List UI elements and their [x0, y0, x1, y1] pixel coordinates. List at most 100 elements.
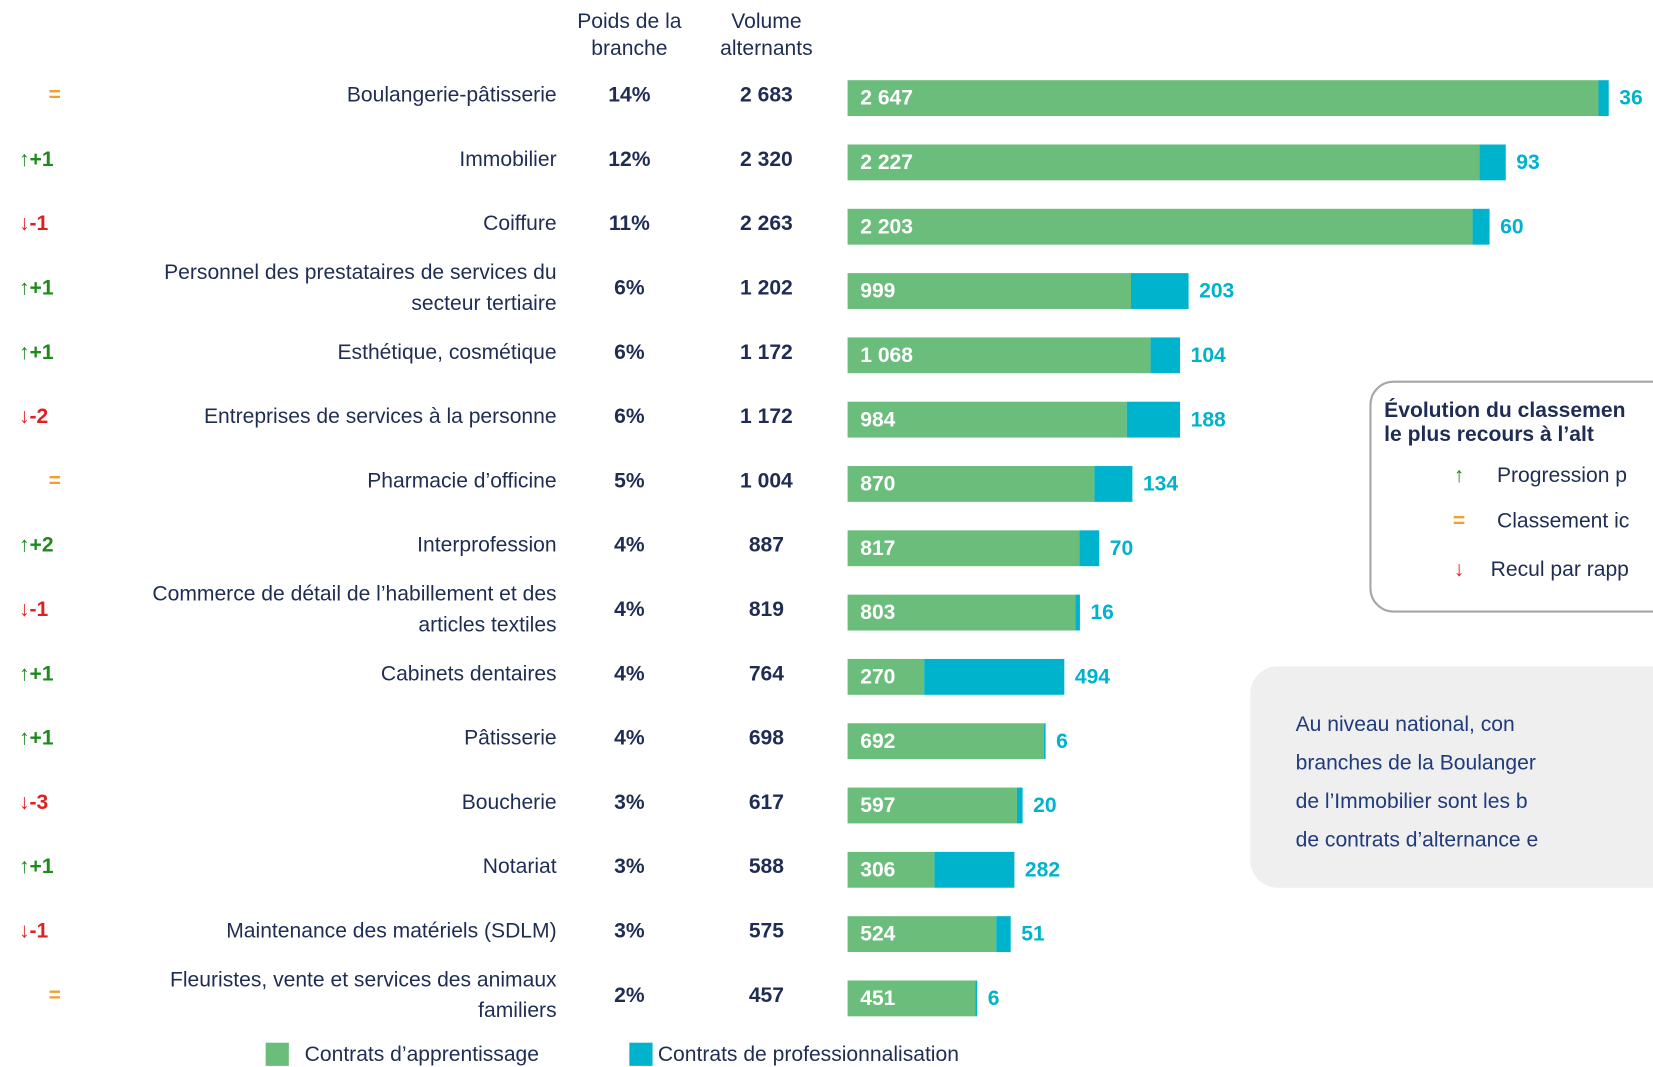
value-label: 817 — [860, 537, 895, 560]
category-label: Interprofession — [417, 534, 556, 557]
value-label: 999 — [860, 280, 895, 303]
weight: 12% — [608, 148, 650, 171]
column-header: alternants — [720, 37, 813, 60]
bar-segment — [1016, 787, 1023, 824]
value-label: 2 203 — [860, 215, 913, 238]
legend-swatch — [265, 1042, 289, 1066]
rank-change: = — [49, 984, 61, 1007]
category-label: secteur tertiaire — [411, 292, 556, 315]
rank-change: ↑+1 — [19, 662, 54, 685]
bar-segment — [1479, 144, 1506, 181]
legend-box-title: le plus recours à l’alt — [1384, 423, 1594, 446]
bar-segment — [1126, 401, 1181, 438]
bar-segment — [847, 273, 1131, 309]
legend-box-text: Classement ic — [1497, 509, 1629, 532]
rank-change: ↑+1 — [19, 727, 54, 750]
bar-segment — [847, 658, 925, 695]
note-text: Au niveau national, con — [1296, 713, 1515, 736]
value-label: 282 — [1025, 858, 1060, 881]
value-label: 51 — [1021, 923, 1045, 946]
column-header: branche — [591, 37, 667, 60]
bar-segment — [1598, 80, 1609, 117]
volume: 2 683 — [740, 84, 793, 107]
category-label: Maintenance des matériels (SDLM) — [226, 920, 556, 943]
value-label: 2 227 — [860, 151, 913, 174]
category-label: articles textiles — [418, 613, 556, 636]
rank-change: ↑+1 — [19, 341, 54, 364]
rank-change: ↓-1 — [19, 598, 49, 621]
bar-segment — [847, 80, 1599, 117]
column-header: Volume — [731, 10, 801, 33]
legend-box — [1369, 380, 1653, 613]
weight: 2% — [614, 984, 645, 1007]
volume: 1 172 — [740, 341, 793, 364]
note-box — [1250, 666, 1653, 888]
category-label: Fleuristes, vente et services des animau… — [170, 969, 557, 992]
column-header: Poids de la — [577, 10, 682, 33]
note-text: de l’Immobilier sont les b — [1296, 790, 1528, 813]
bar-segment — [1079, 530, 1100, 567]
rank-change: ↓-1 — [19, 212, 49, 235]
legend-box-text: Recul par rapp — [1491, 558, 1629, 581]
weight: 3% — [614, 791, 645, 814]
weight: 6% — [614, 341, 645, 364]
bar-segment — [847, 466, 1095, 502]
value-label: 306 — [860, 858, 895, 881]
rank-change: ↑+2 — [19, 534, 54, 557]
legend-box-text: Progression p — [1497, 464, 1627, 487]
value-label: 16 — [1090, 601, 1113, 624]
rank-change: ↓-3 — [19, 791, 48, 814]
bar-segment — [1043, 723, 1046, 760]
value-label: 203 — [1199, 280, 1234, 303]
category-label: Immobilier — [459, 148, 556, 171]
category-label: Entreprises de services à la personne — [204, 405, 557, 428]
volume: 2 263 — [740, 212, 793, 235]
value-label: 270 — [860, 665, 895, 688]
value-label: 134 — [1143, 473, 1178, 496]
bar-segment — [975, 980, 978, 1017]
rank-change: = — [49, 469, 61, 492]
volume: 617 — [749, 791, 784, 814]
bar-segment — [1130, 273, 1189, 309]
legend-swatch — [629, 1042, 653, 1066]
weight: 4% — [614, 598, 645, 621]
value-label: 93 — [1516, 151, 1539, 174]
category-label: Commerce de détail de l’habillement et d… — [152, 583, 556, 606]
category-label: Boulangerie-pâtisserie — [347, 84, 557, 107]
note-text: de contrats d’alternance e — [1296, 828, 1539, 851]
value-label: 2 647 — [860, 87, 913, 110]
value-label: 597 — [860, 794, 895, 817]
value-label: 494 — [1075, 665, 1110, 688]
volume: 1 172 — [740, 405, 793, 428]
bar-segment — [847, 208, 1473, 245]
volume: 457 — [749, 984, 784, 1007]
value-label: 524 — [860, 923, 895, 946]
category-label: Pharmacie d’officine — [367, 469, 556, 492]
weight: 5% — [614, 469, 645, 492]
value-label: 70 — [1110, 537, 1133, 560]
value-label: 6 — [1056, 730, 1068, 753]
category-label: Coiffure — [483, 212, 556, 235]
bar-segment — [847, 787, 1017, 824]
bar-segment — [847, 530, 1080, 567]
category-label: familiers — [478, 999, 556, 1022]
rank-change: ↑+1 — [19, 276, 54, 299]
category-label: Pâtisserie — [464, 727, 557, 750]
value-label: 984 — [860, 408, 895, 431]
value-label: 803 — [860, 601, 895, 624]
rank-change: ↑+1 — [19, 855, 54, 878]
bar-segment — [1472, 208, 1490, 245]
volume: 1 202 — [740, 276, 793, 299]
bar-segment — [847, 144, 1480, 181]
bar-segment — [847, 401, 1127, 438]
weight: 4% — [614, 662, 645, 685]
value-label: 188 — [1191, 408, 1226, 431]
legend-label: Contrats d’apprentissage — [305, 1043, 539, 1066]
weight: 6% — [614, 405, 645, 428]
legend-label: Contrats de professionnalisation — [658, 1043, 959, 1066]
volume: 887 — [749, 534, 784, 557]
volume: 764 — [749, 662, 784, 685]
weight: 4% — [614, 727, 645, 750]
legend-box-symbol: ↑ — [1454, 464, 1465, 487]
